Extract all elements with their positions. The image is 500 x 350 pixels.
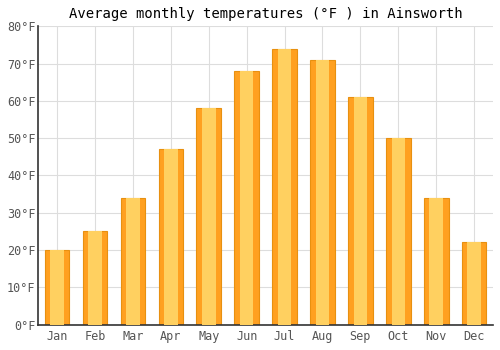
Bar [50,250,64,324]
Bar [202,108,215,324]
Bar [120,198,146,324]
Bar [310,60,335,324]
Bar [83,231,108,324]
Bar [392,138,405,324]
Bar [158,149,183,324]
Bar [430,198,443,324]
Bar [348,97,372,324]
Bar [126,198,140,324]
Bar [45,250,70,324]
Title: Average monthly temperatures (°F ) in Ainsworth: Average monthly temperatures (°F ) in Ai… [69,7,462,21]
Bar [424,198,448,324]
Bar [462,243,486,324]
Bar [240,71,254,324]
Bar [278,49,291,324]
Bar [234,71,259,324]
Bar [386,138,410,324]
Bar [354,97,367,324]
Bar [164,149,177,324]
Bar [272,49,297,324]
Bar [88,231,102,324]
Bar [316,60,330,324]
Bar [468,243,481,324]
Bar [196,108,221,324]
